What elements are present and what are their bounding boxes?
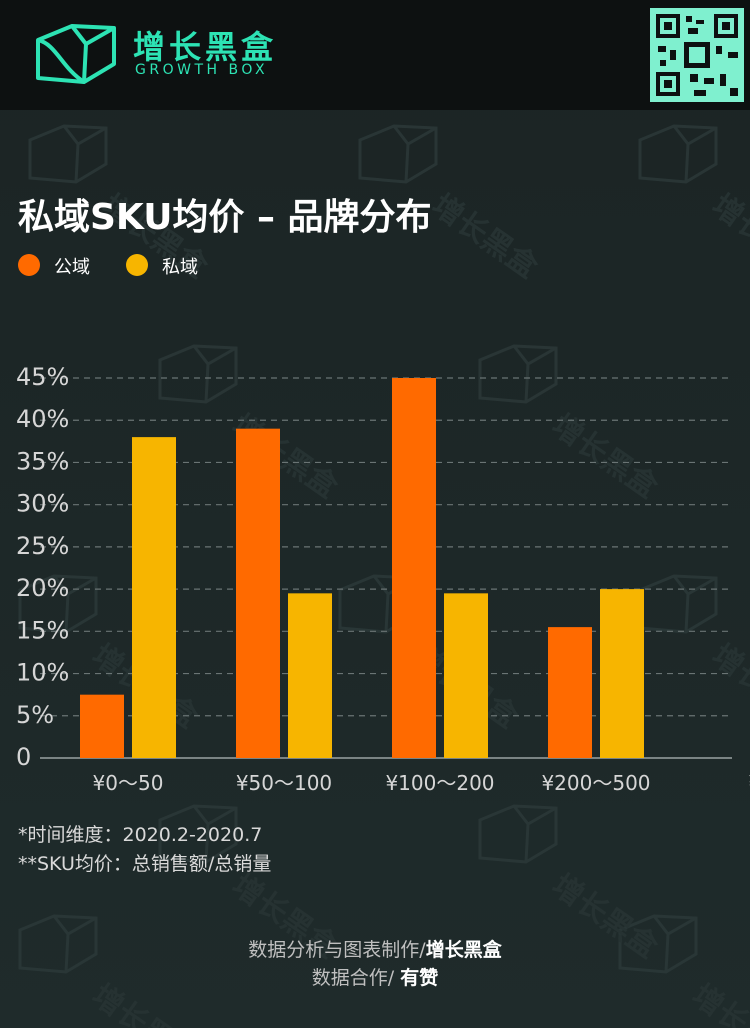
watermark-logo-icon — [478, 344, 558, 404]
y-tick-label: 0 — [16, 743, 31, 771]
watermark-logo-icon — [618, 914, 698, 974]
credit-partner-prefix: 数据合作/ — [311, 967, 401, 989]
y-tick-label: 5% — [16, 701, 54, 729]
watermark-text: 增长黑盒 — [425, 188, 544, 286]
credit-analysis-prefix: 数据分析与图表制作/ — [248, 939, 426, 961]
watermark-logo-icon — [158, 804, 238, 864]
footnote-time-range: *时间维度：2020.2-2020.7 — [18, 824, 263, 846]
watermark-logo-icon — [18, 574, 98, 634]
watermark-text: 增长黑盒 — [705, 188, 750, 286]
bar-public — [80, 694, 124, 758]
credit-partner: 数据合作/ 有赞 — [0, 963, 750, 990]
bar-public — [236, 428, 280, 758]
brand-name-en: GROWTH BOX — [135, 62, 269, 78]
watermark-logo-icon — [358, 124, 438, 184]
x-tick-label: ¥100～200 — [385, 771, 494, 795]
x-tick-label: ¥50～100 — [236, 771, 332, 795]
footnote-sku-definition: **SKU均价：总销售额/总销量 — [18, 853, 272, 875]
header-bar: 增长黑盒 GROWTH BOX — [0, 0, 750, 110]
watermark-logo-icon — [18, 914, 98, 974]
x-tick-label: ¥200～500 — [541, 771, 650, 795]
bar-public — [392, 378, 436, 758]
y-tick-label: 35% — [16, 447, 69, 475]
y-tick-label: 15% — [16, 616, 69, 644]
y-tick-label: 10% — [16, 659, 69, 687]
y-tick-label: 25% — [16, 532, 69, 560]
chart-title: 私域SKU均价 – 品牌分布 — [18, 197, 432, 238]
bar-private — [132, 437, 176, 758]
x-tick-label: ¥0～50 — [93, 771, 164, 795]
watermark-logo-icon — [28, 124, 108, 184]
y-tick-label: 40% — [16, 405, 69, 433]
brand-name-cn: 增长黑盒 — [133, 28, 278, 66]
bar-public — [548, 627, 592, 758]
y-tick-label: 20% — [16, 574, 69, 602]
y-tick-label: 30% — [16, 490, 69, 518]
legend-swatch-public — [18, 254, 40, 276]
credit-analysis-brand: 增长黑盒 — [425, 939, 502, 961]
credit-partner-brand: 有赞 — [400, 967, 439, 989]
y-tick-label: 45% — [16, 363, 69, 391]
watermark-logo-icon — [158, 344, 238, 404]
x-tick-label: ¥500 — [749, 771, 750, 795]
credit-analysis: 数据分析与图表制作/增长黑盒 — [0, 935, 750, 962]
bar-private — [288, 593, 332, 758]
bar-chart: 45% 40% 35% 30% 25% 20% 15% 10% 5% 0 ¥0～50 ¥50～100 ¥… — [16, 363, 750, 795]
watermark-logo-icon — [638, 124, 718, 184]
bar-private — [600, 589, 644, 758]
growth-box-logo-icon — [36, 24, 116, 84]
legend-swatch-private — [126, 254, 148, 276]
qr-code-icon[interactable] — [650, 8, 744, 102]
legend-label-public: 公域 — [54, 257, 90, 278]
bar-private — [444, 593, 488, 758]
legend-label-private: 私域 — [162, 257, 198, 278]
watermark-logo-icon — [478, 804, 558, 864]
